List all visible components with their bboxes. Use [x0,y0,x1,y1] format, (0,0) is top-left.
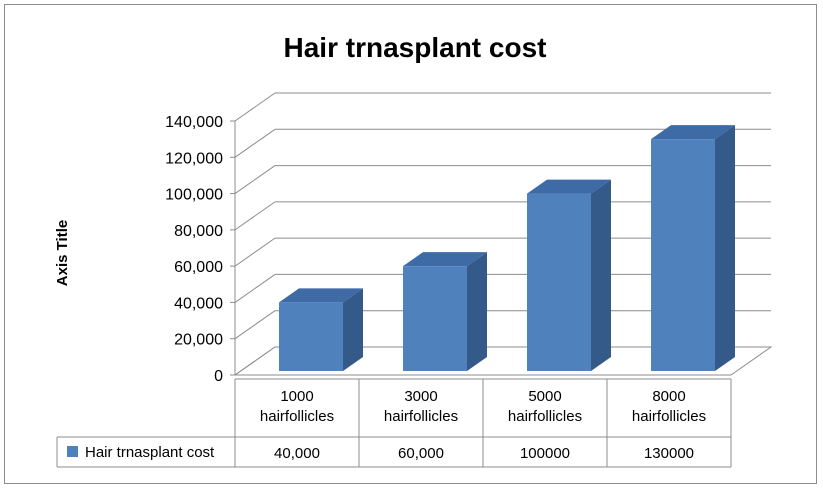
y-axis-ticks: 0 20,000 40,000 60,000 80,000 100,000 120,000 1… [165,114,235,385]
bar-side [715,125,735,372]
y-tick-label: 20,000 [174,332,223,349]
bar-front [279,302,343,371]
bars [279,125,735,372]
table-value: 40,000 [274,445,320,462]
bar-side [591,179,611,371]
bar [279,288,363,371]
bar-top [651,125,735,140]
legend-label: Hair trnasplant cost [85,444,215,461]
y-tick-label: 40,000 [174,295,223,312]
gridline-depth [234,237,276,267]
chart-canvas: Hair trnasplant cost Axis Title 0 20,000 4… [54,32,773,468]
data-table: 1000 hairfollicles 40,000 3000 hairfollicles… [56,378,732,468]
bar-front [403,266,467,371]
table-value: 130000 [644,445,694,462]
bar-side [343,288,363,371]
bar [651,125,735,372]
bar [403,252,487,371]
legend-swatch [67,446,78,457]
x-tick-label: 8000 hairfollicles [632,388,706,425]
x-tick-label: 3000 hairfollicles [384,388,458,425]
table-value: 100000 [520,445,570,462]
bar [527,179,611,371]
table-value: 60,000 [398,445,444,462]
bar-side [467,252,487,371]
gridline-depth [234,346,276,376]
gridline-depth [234,165,276,194]
y-tick-label: 60,000 [174,259,223,276]
gridline-depth [234,201,276,231]
x-tick-label: 1000 hairfollicles [260,388,334,425]
y-tick-label: 80,000 [174,223,223,240]
x-tick-label: 5000 hairfollicles [508,388,582,425]
chart-frame: Hair trnasplant cost Axis Title 0 20,000 4… [4,4,817,484]
y-tick-label: 140,000 [165,114,223,131]
y-tick-label: 120,000 [165,150,223,167]
gridline-depth [234,310,276,340]
y-tick-label: 0 [214,368,223,385]
chart-title: Hair trnasplant cost [284,32,547,63]
bar-top [279,288,363,303]
y-tick-label: 100,000 [165,187,223,204]
bar-top [527,179,611,194]
gridline-depth [234,92,276,122]
gridline-depth [234,274,276,303]
bar-front [527,193,591,371]
bar-top [403,252,487,267]
bar-front [651,139,715,371]
gridline-depth [234,128,276,158]
y-axis-title: Axis Title [54,220,71,286]
